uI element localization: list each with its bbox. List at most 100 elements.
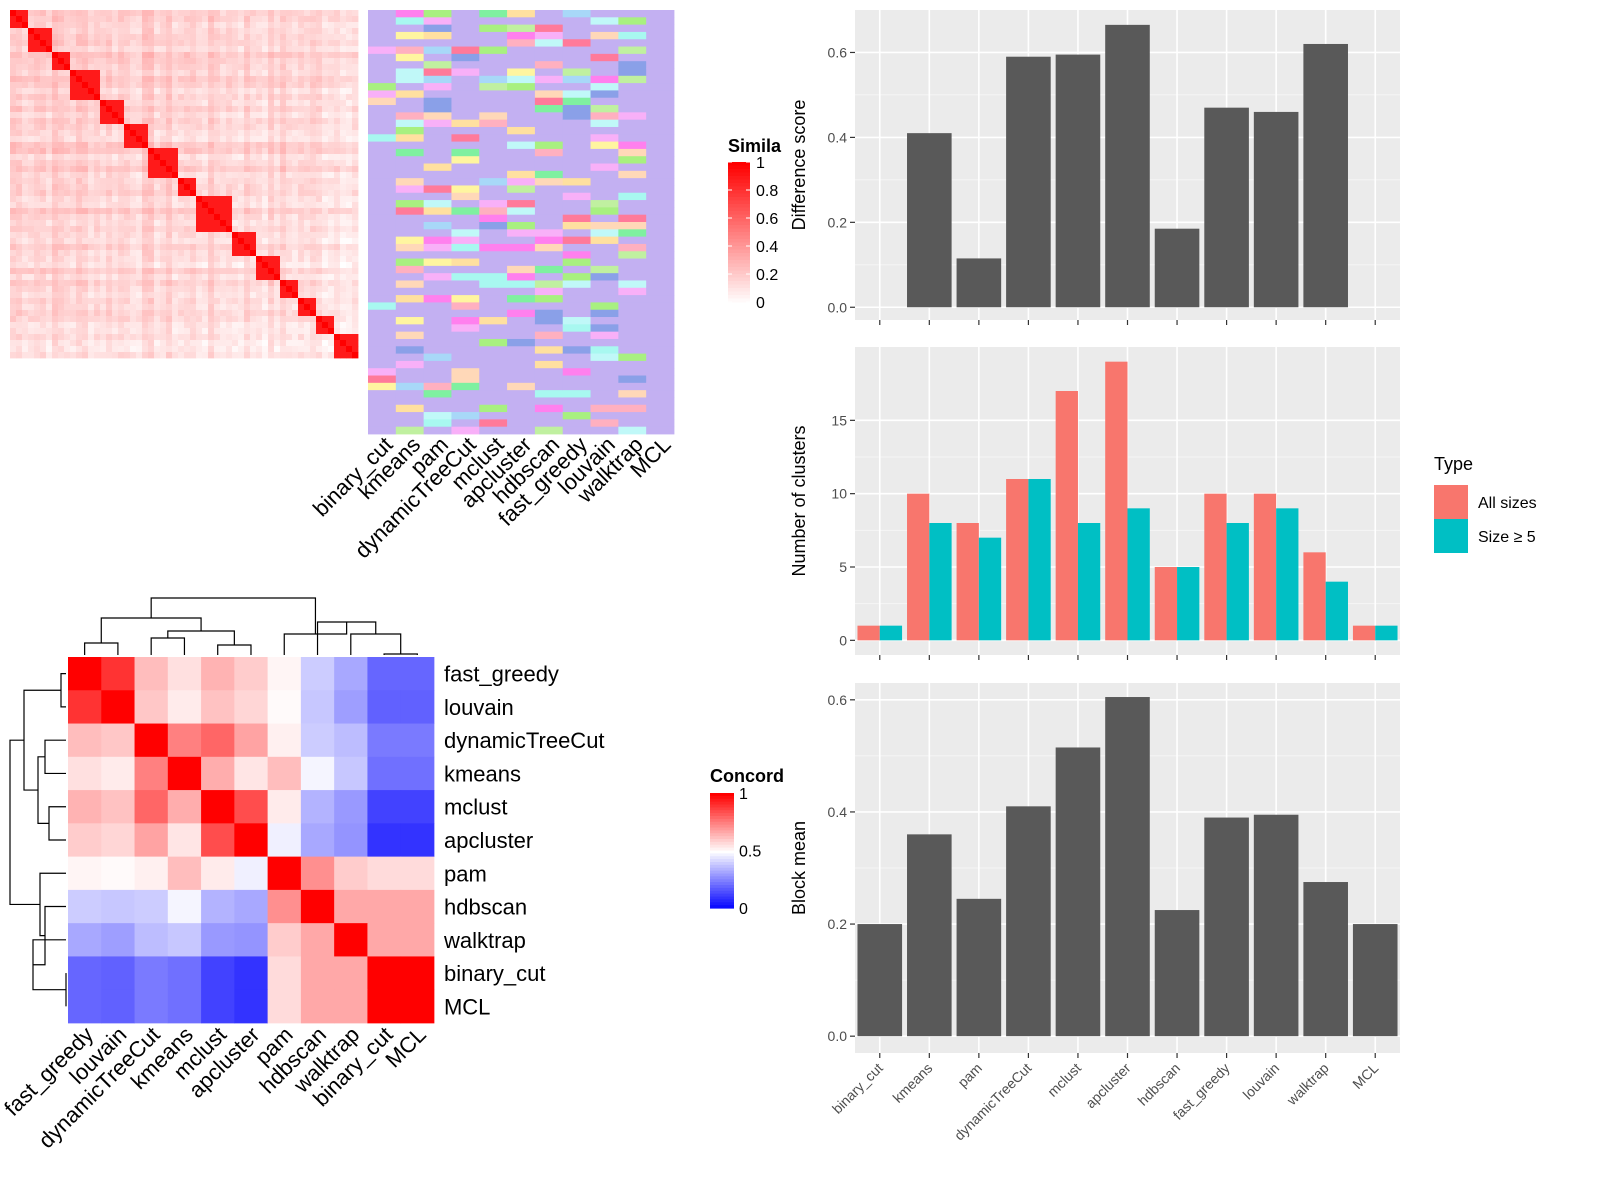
similarity-cell xyxy=(154,46,161,53)
similarity-cell xyxy=(202,196,209,203)
membership-cell xyxy=(395,141,425,150)
concordance-legend-swatch xyxy=(710,830,734,834)
concordance-legend-swatch xyxy=(710,824,734,829)
similarity-cell xyxy=(148,184,155,191)
similarity-cell xyxy=(118,322,125,329)
similarity-cell xyxy=(88,100,95,107)
similarity-cell xyxy=(274,22,281,29)
similarity-cell xyxy=(22,88,29,95)
similarity-cell xyxy=(178,118,185,125)
similarity-cell xyxy=(328,154,335,161)
similarity-cell xyxy=(316,340,323,347)
membership-cell xyxy=(562,83,591,91)
similarity-cell xyxy=(286,196,293,203)
similarity-legend-label: 0.6 xyxy=(756,211,778,228)
similarity-cell xyxy=(112,190,119,197)
similarity-cell xyxy=(310,256,317,263)
similarity-cell xyxy=(130,64,137,71)
membership-cell xyxy=(479,31,508,40)
similarity-cell xyxy=(160,298,167,305)
similarity-cell xyxy=(250,292,257,299)
similarity-cell xyxy=(316,22,323,29)
membership-cell xyxy=(646,200,675,208)
similarity-cell xyxy=(136,274,143,281)
similarity-cell xyxy=(196,244,203,251)
similarity-cell xyxy=(106,178,113,185)
similarity-cell xyxy=(28,52,35,59)
similarity-cell xyxy=(154,256,161,263)
similarity-cell xyxy=(64,46,71,53)
similarity-cell xyxy=(10,172,17,179)
similarity-cell xyxy=(76,280,83,287)
similarity-cell xyxy=(184,340,191,347)
membership-cell xyxy=(562,265,591,274)
similarity-cell xyxy=(214,16,221,23)
similarity-cell xyxy=(298,124,305,131)
membership-cell xyxy=(507,148,536,157)
similarity-cell xyxy=(256,106,263,113)
similarity-cell xyxy=(34,208,41,215)
membership-cell xyxy=(590,207,619,216)
similarity-cell xyxy=(58,16,65,23)
similarity-cell xyxy=(10,250,17,257)
similarity-cell xyxy=(178,172,185,179)
similarity-cell xyxy=(22,22,29,29)
similarity-cell xyxy=(298,286,305,293)
similarity-cell xyxy=(22,196,29,203)
similarity-cell xyxy=(196,130,203,137)
similarity-cell xyxy=(328,172,335,179)
membership-cell xyxy=(507,338,536,347)
similarity-cell xyxy=(184,262,191,269)
similarity-cell xyxy=(100,172,107,179)
similarity-cell xyxy=(292,208,299,215)
similarity-cell xyxy=(178,322,185,329)
similarity-cell xyxy=(58,160,65,167)
similarity-cell xyxy=(310,154,317,161)
membership-cell xyxy=(423,353,452,362)
similarity-cell xyxy=(94,304,101,311)
similarity-cell xyxy=(334,256,341,263)
similarity-cell xyxy=(46,334,53,341)
similarity-cell xyxy=(292,322,299,329)
membership-cell xyxy=(451,368,480,376)
membership-cell xyxy=(507,258,536,267)
similarity-cell xyxy=(142,292,149,299)
similarity-cell xyxy=(334,214,341,221)
similarity-cell xyxy=(70,262,77,269)
similarity-cell xyxy=(148,52,155,59)
similarity-cell xyxy=(106,52,113,59)
membership-cell xyxy=(646,375,675,384)
similarity-cell xyxy=(64,154,71,161)
similarity-cell xyxy=(172,274,179,281)
similarity-cell xyxy=(202,232,209,239)
similarity-cell xyxy=(64,178,71,185)
similarity-cell xyxy=(34,346,41,353)
similarity-cell xyxy=(256,94,263,101)
membership-cell xyxy=(618,105,647,113)
similarity-cell xyxy=(214,178,221,185)
similarity-cell xyxy=(46,52,53,59)
similarity-cell xyxy=(142,46,149,53)
similarity-cell xyxy=(256,250,263,257)
membership-cell xyxy=(423,251,452,259)
similarity-cell xyxy=(196,304,203,311)
y-tick-label: 0.4 xyxy=(828,129,848,145)
membership-cell xyxy=(590,287,619,296)
similarity-cell xyxy=(190,262,197,269)
similarity-cell xyxy=(214,250,221,257)
similarity-cell xyxy=(304,100,311,107)
similarity-cell xyxy=(124,190,131,197)
similarity-cell xyxy=(274,10,281,17)
similarity-cell xyxy=(322,244,329,251)
similarity-cell xyxy=(118,226,125,233)
similarity-cell xyxy=(160,202,167,209)
similarity-cell xyxy=(298,82,305,89)
concordance-row-label: pam xyxy=(444,861,487,886)
similarity-cell xyxy=(340,232,347,239)
similarity-cell xyxy=(316,286,323,293)
similarity-cell xyxy=(286,88,293,95)
similarity-cell xyxy=(46,346,53,353)
similarity-cell xyxy=(322,334,329,341)
similarity-cell xyxy=(262,196,269,203)
similarity-cell xyxy=(196,298,203,305)
